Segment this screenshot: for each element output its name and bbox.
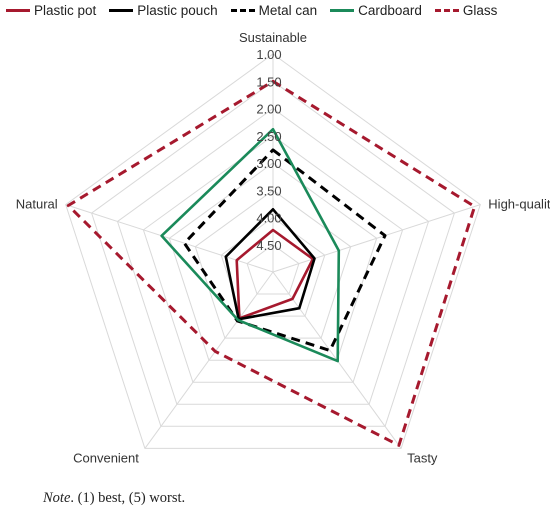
- grid-ring: [65, 53, 481, 449]
- tick-label: 4.00: [256, 211, 281, 226]
- tick-label: 4.50: [256, 238, 281, 253]
- legend-label: Cardboard: [358, 3, 422, 18]
- legend: Plastic pot Plastic pouch Metal can Cardboa…: [6, 3, 510, 18]
- legend-swatch: [230, 9, 255, 12]
- grid-spoke: [144, 271, 274, 449]
- grid-ring: [194, 189, 352, 339]
- radar-chart: 1.00 1.50 2.00 2.50 3.00 3.50 4.00 4.50 Sustaina…: [16, 30, 550, 465]
- tick-label: 2.00: [256, 102, 281, 117]
- legend-swatch: [434, 9, 459, 12]
- grid-ring: [142, 135, 404, 383]
- legend-item: Glass: [434, 3, 498, 18]
- legend-item: Cardboard: [330, 3, 422, 18]
- grid-ring: [91, 80, 455, 427]
- legend-swatch: [109, 9, 134, 12]
- axis-label: High-quality: [488, 197, 550, 212]
- tick-label: 1.00: [256, 47, 281, 62]
- legend-swatch: [330, 9, 355, 12]
- series-line: [160, 127, 341, 363]
- axis-label: Tasty: [407, 450, 438, 465]
- note-text: . (1) best, (5) worst.: [70, 490, 186, 506]
- axis-label: Convenient: [73, 450, 139, 465]
- legend-item: Metal can: [230, 3, 318, 18]
- axis-label: Sustainable: [239, 30, 307, 45]
- series-line: [224, 208, 316, 321]
- grid-ring: [116, 107, 430, 405]
- tick-label: 3.50: [256, 183, 281, 198]
- legend-item: Plastic pot: [6, 3, 96, 18]
- tick-label: 1.50: [256, 74, 281, 89]
- legend-label: Plastic pot: [34, 3, 97, 18]
- series-line: [66, 79, 477, 447]
- tick-label: 3.00: [256, 156, 281, 171]
- tick-label: 2.50: [256, 129, 281, 144]
- legend-item: Plastic pouch: [109, 3, 218, 18]
- legend-swatch: [6, 9, 30, 12]
- grid-spoke: [65, 204, 274, 273]
- grid-spoke: [272, 204, 481, 273]
- grid-ring: [168, 162, 378, 361]
- axis-label: Natural: [16, 197, 58, 212]
- legend-label: Metal can: [258, 3, 318, 18]
- grid-ring: [220, 216, 326, 317]
- series-line: [182, 148, 387, 352]
- grid-ring: [246, 244, 300, 295]
- series-line: [235, 228, 315, 320]
- legend-label: Glass: [462, 3, 498, 18]
- note-prefix: Note: [43, 490, 71, 506]
- chart-note: Note. (1) best, (5) worst.: [43, 490, 185, 507]
- legend-label: Plastic pouch: [137, 3, 218, 18]
